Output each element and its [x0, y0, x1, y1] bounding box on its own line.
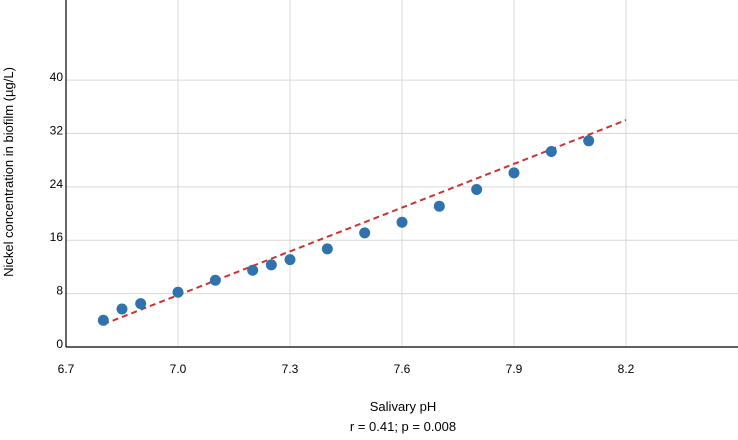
axes — [65, 0, 738, 348]
data-point — [471, 184, 483, 196]
data-point — [508, 167, 520, 179]
data-point — [265, 259, 277, 271]
y-tick-label: 24 — [50, 177, 64, 191]
y-tick-label: 8 — [56, 284, 63, 298]
x-tick-label: 8.2 — [618, 362, 635, 376]
x-tick-label: 7.6 — [394, 362, 411, 376]
data-point — [135, 298, 147, 310]
data-point — [172, 286, 184, 298]
trendline-layer — [102, 119, 627, 326]
data-point — [116, 303, 128, 315]
x-axis-label: Salivary pH — [370, 399, 436, 414]
data-point — [321, 243, 333, 255]
data-point — [97, 314, 109, 326]
data-point — [396, 216, 408, 228]
data-point — [545, 145, 557, 157]
x-tick-label: 7.9 — [506, 362, 523, 376]
stats-annotation: r = 0.41; p = 0.008 — [350, 419, 456, 434]
x-tick-label: 7.0 — [170, 362, 187, 376]
data-point — [359, 227, 371, 239]
data-point — [209, 274, 221, 286]
data-point — [284, 254, 296, 266]
data-point — [433, 200, 445, 212]
x-tick-label: 7.3 — [282, 362, 299, 376]
data-point — [583, 135, 595, 147]
y-tick-label: 0 — [56, 337, 63, 351]
trend-line — [102, 119, 627, 326]
x-tick-label: 6.7 — [58, 362, 75, 376]
y-axis-label: Nickel concentration in biofilm (µg/L) — [1, 67, 16, 277]
grid-lines — [66, 0, 738, 347]
data-points — [97, 135, 595, 326]
y-tick-label: 16 — [50, 230, 64, 244]
data-point — [247, 264, 259, 276]
y-tick-label: 40 — [50, 70, 64, 84]
tick-labels: 6.7 7.0 7.3 7.6 7.9 8.2 0 8 16 24 32 40 — [50, 70, 635, 376]
y-tick-label: 32 — [50, 123, 64, 137]
